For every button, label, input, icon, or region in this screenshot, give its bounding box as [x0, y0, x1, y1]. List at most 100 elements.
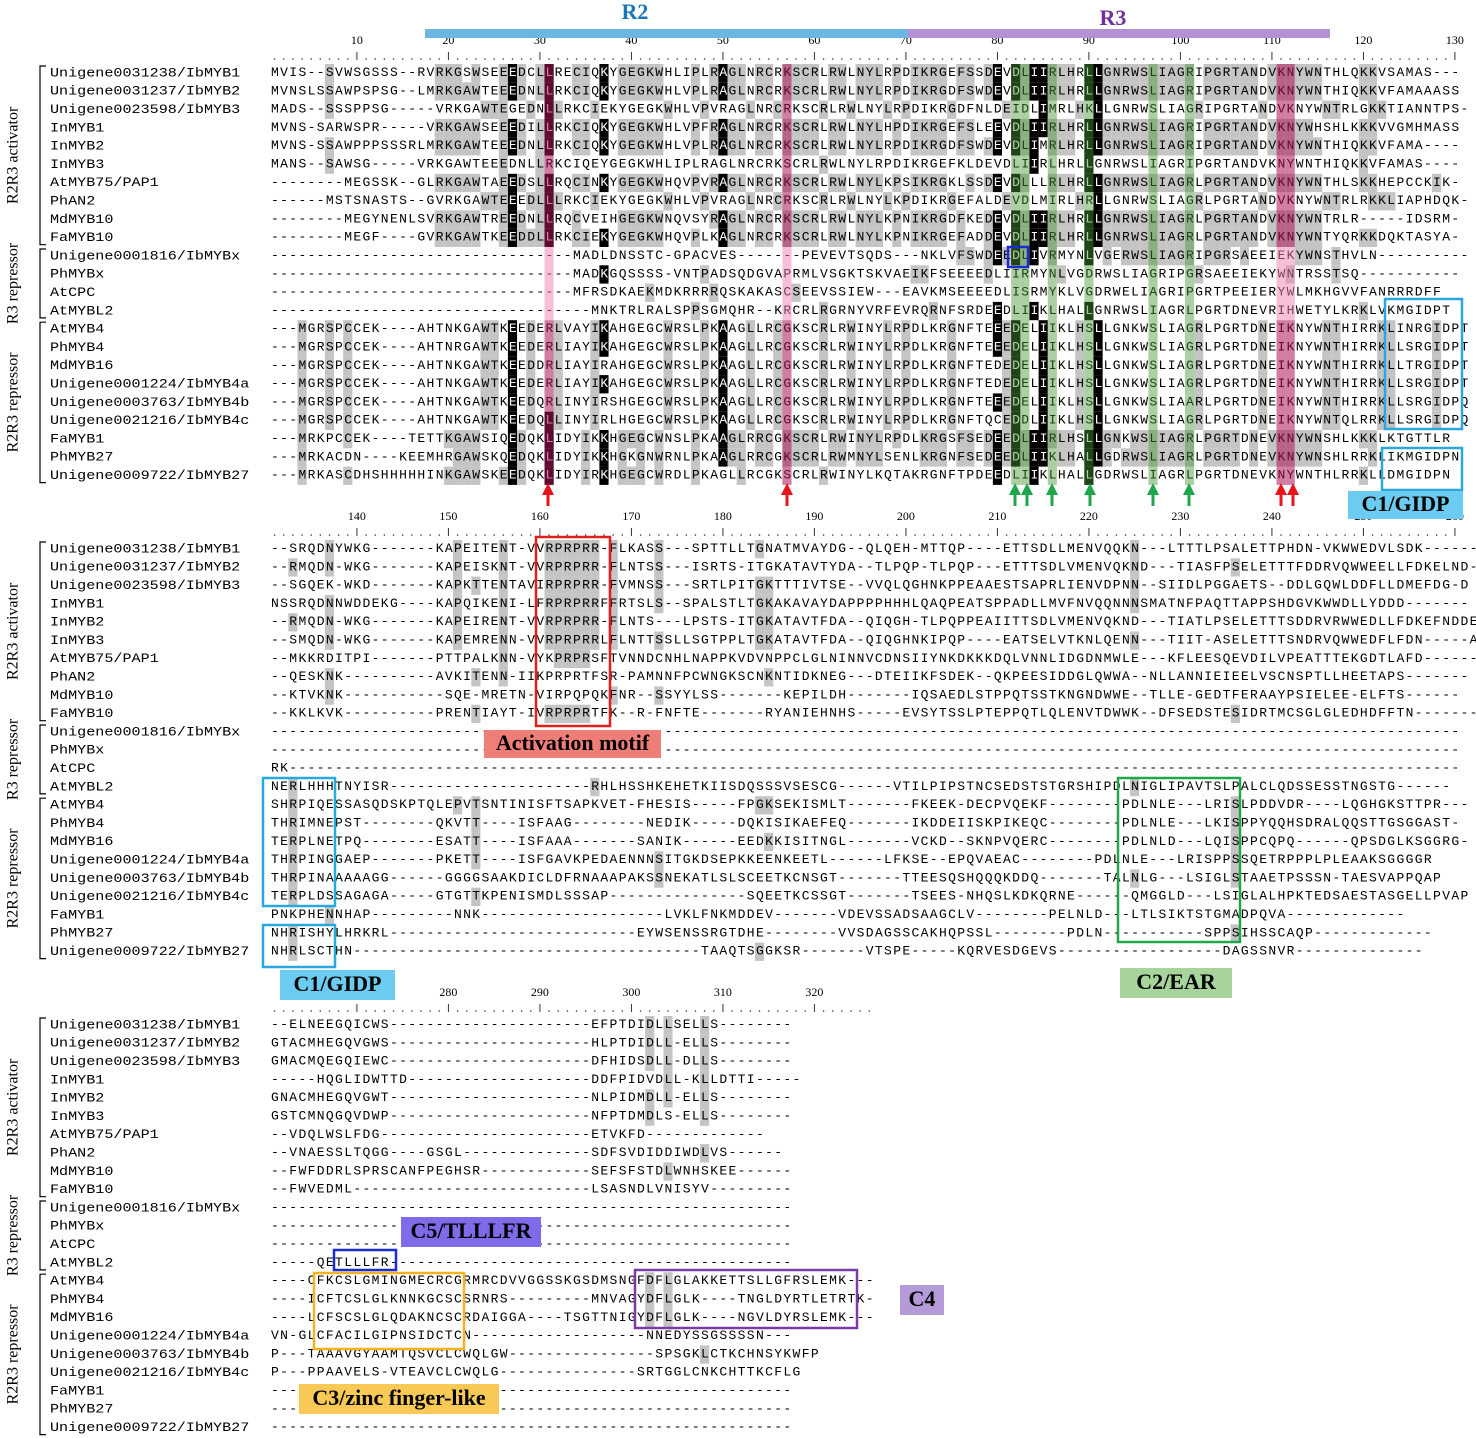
residue-shade — [654, 137, 664, 156]
residue-shade — [1230, 851, 1240, 870]
residue-shade — [901, 320, 911, 339]
residue-shade — [599, 82, 609, 101]
residue-shade — [754, 631, 765, 650]
residue-shade — [1056, 137, 1067, 156]
sequence: MVNS-SSAWPPPSSSRLMRKGAWTEEEDNLLRKCIQKYGE… — [271, 139, 1459, 154]
ruler-dot — [1307, 534, 1310, 536]
ruler-dot — [1426, 534, 1429, 536]
residue-shade — [1011, 430, 1021, 449]
ruler-dot — [337, 534, 340, 536]
residue-shade — [1102, 82, 1112, 101]
residue-shade — [1249, 173, 1259, 193]
residue-shade — [571, 649, 582, 669]
residue-shade — [947, 375, 957, 394]
residue-shade — [453, 430, 463, 449]
ruler-dot — [1152, 534, 1154, 536]
residue-shade — [1377, 100, 1387, 119]
residue-shade — [1294, 247, 1304, 266]
residue-shade — [471, 430, 481, 449]
residue-shade — [718, 210, 728, 229]
residue-shade — [489, 100, 499, 119]
sequence: NSSRQDNNWDDEKG----KAPQIKENI-LFRPRPRRFFRT… — [271, 596, 1468, 611]
sequence-name: PhAN2 — [50, 194, 95, 209]
residue-shade — [288, 796, 298, 815]
residue-shade — [1194, 320, 1204, 339]
residue-shade — [864, 448, 874, 467]
residue-shade — [1230, 64, 1240, 83]
residue-shade — [1002, 338, 1012, 357]
residue-shade — [507, 411, 518, 430]
residue-shade — [498, 118, 508, 138]
residue-shade — [864, 137, 874, 156]
ruler-label: 170 — [622, 509, 640, 523]
residue-shade — [928, 210, 938, 229]
residue-shade — [1249, 430, 1259, 449]
residue-shade — [599, 265, 609, 284]
residue-shade — [1038, 320, 1048, 339]
arrow-head — [1009, 483, 1021, 495]
residue-shade — [507, 320, 518, 339]
sequence: -----HQGLIDWTTD--------------------DDFPI… — [271, 1072, 800, 1087]
residue-shade — [1011, 64, 1021, 83]
residue-shade — [617, 448, 627, 467]
residue-shade — [965, 64, 975, 83]
residue-shade — [1093, 137, 1103, 156]
sequence-name: PhMYBx — [50, 1219, 105, 1234]
ruler-dot — [429, 1010, 431, 1012]
residue-shade — [928, 64, 938, 83]
ruler-dot — [612, 58, 614, 60]
residue-shade — [1148, 137, 1158, 156]
ruler-dot — [310, 58, 312, 60]
residue-shade — [1111, 210, 1121, 229]
residue-shade — [1322, 338, 1332, 357]
residue-shade — [1130, 247, 1140, 266]
residue-shade — [517, 137, 527, 156]
sequence-name: InMYB3 — [50, 633, 104, 648]
residue-shade — [1313, 228, 1323, 247]
residue-shade — [1002, 448, 1012, 467]
residue-shade — [1084, 247, 1094, 266]
residue-shade — [1056, 210, 1067, 229]
residue-shade — [709, 173, 719, 193]
residue-shade — [1020, 118, 1030, 138]
residue-shade — [1239, 228, 1250, 247]
residue-shade — [791, 283, 801, 302]
residue-shade — [1066, 448, 1076, 467]
ruler-dot — [557, 1010, 560, 1012]
ruler-dot — [987, 534, 990, 536]
residue-shade — [1093, 338, 1103, 357]
residue-shade — [947, 100, 957, 119]
residue-shade — [654, 594, 664, 614]
residue-shade — [343, 466, 353, 485]
residue-shade — [764, 82, 774, 101]
residue-shade — [1212, 137, 1222, 156]
residue-shade — [1185, 430, 1195, 449]
sequence: ---MRKPCCEK----TETTKGAWSIQEDQKLIDYIKKHGE… — [271, 431, 1450, 446]
ruler-dot — [822, 1010, 825, 1012]
sequence-name: Unigene0021216/IbMYB4c — [50, 889, 249, 904]
residue-shade — [517, 118, 527, 138]
ruler-dot — [1024, 534, 1026, 536]
group-bracket — [39, 1273, 46, 1436]
residue-shade — [1130, 82, 1140, 101]
residue-shade — [1047, 247, 1057, 266]
residue-shade — [709, 118, 719, 138]
residue-shade — [992, 137, 1002, 156]
residue-shade — [553, 558, 563, 577]
residue-shade — [434, 64, 444, 83]
ruler-dot — [877, 58, 880, 60]
residue-shade — [773, 375, 783, 394]
ruler-dot — [712, 1010, 715, 1012]
residue-shade — [288, 613, 298, 632]
residue-shade — [718, 411, 728, 430]
residue-shade — [819, 466, 829, 485]
residue-shade — [1130, 430, 1140, 449]
sequence-name: AtMYBL2 — [50, 779, 113, 794]
residue-shade — [1002, 411, 1012, 430]
sequence: --SMQDN-WKG-------KAPEMRENN-VVRPRPRRLFLN… — [271, 633, 1476, 648]
residue-shade — [1322, 100, 1332, 119]
sequence-name: PhMYB27 — [50, 926, 113, 941]
sequence-name: Unigene0001224/IbMYB4a — [50, 377, 250, 392]
ruler-dot — [548, 58, 550, 60]
residue-shade — [828, 228, 838, 247]
